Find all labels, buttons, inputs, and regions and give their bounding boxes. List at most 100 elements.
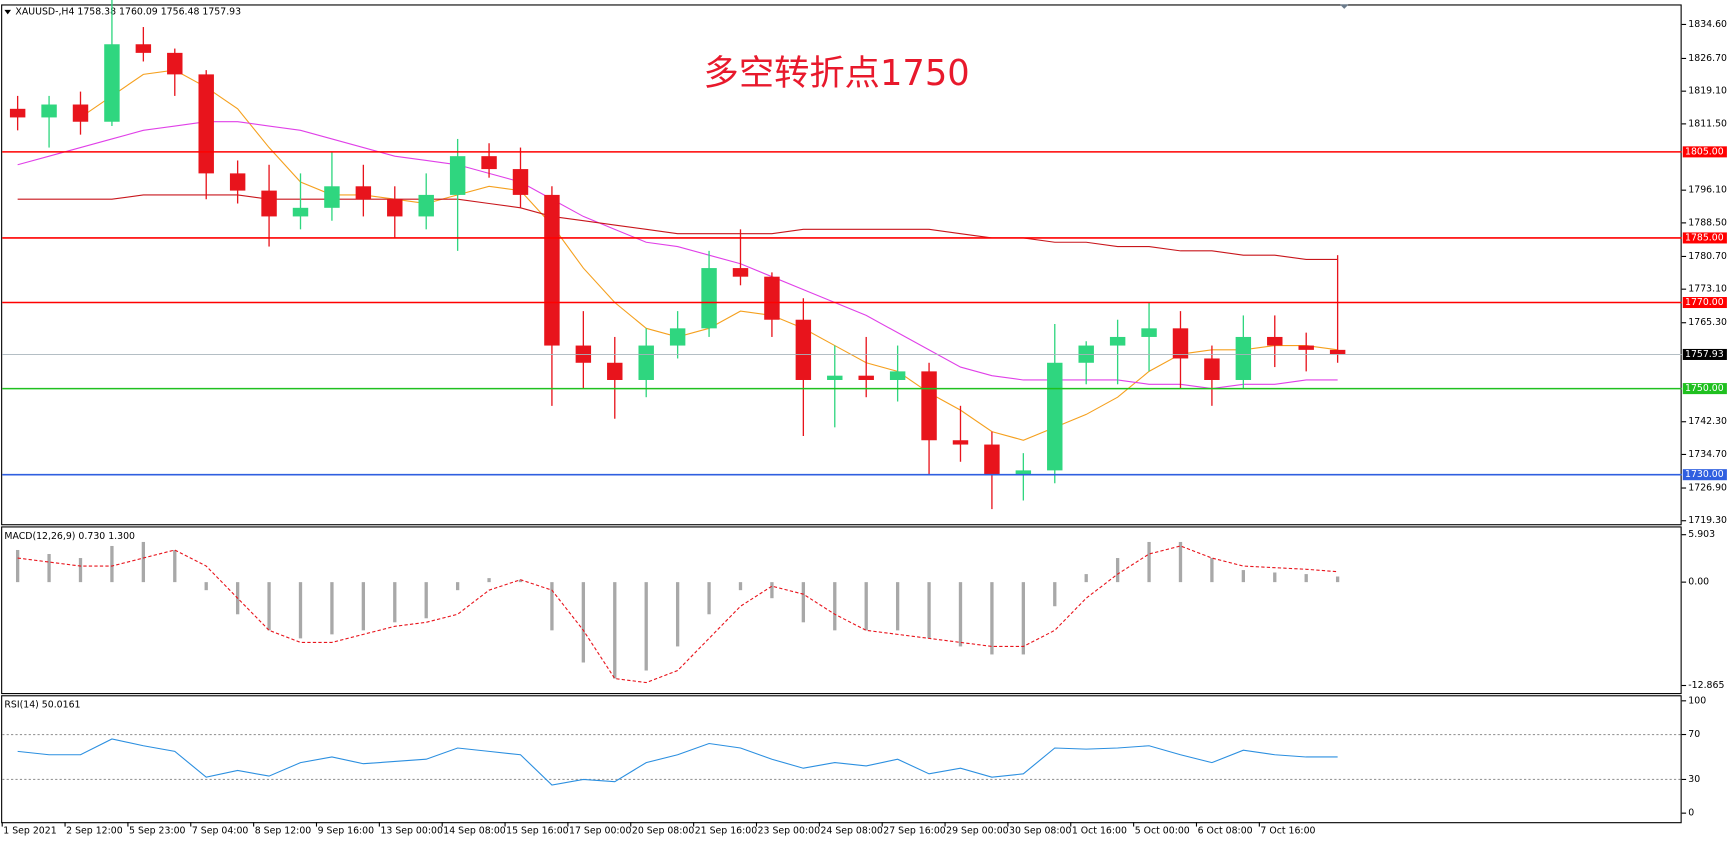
x-tick-label: 8 Sep 12:00	[255, 825, 312, 836]
candle-body	[229, 173, 246, 191]
candle-body	[9, 108, 26, 118]
macd-bar	[895, 582, 900, 631]
candle-body	[167, 52, 183, 75]
price-level-label: 1770.00	[1685, 297, 1724, 308]
price-level-label: 1730.00	[1685, 469, 1724, 480]
x-tick-label: 7 Sep 04:00	[192, 825, 249, 836]
price-level-tag	[1682, 296, 1727, 309]
macd-bar	[958, 582, 963, 647]
candle-body	[1047, 362, 1063, 471]
macd-bar	[1147, 541, 1151, 583]
candle-body	[952, 440, 969, 445]
candle-body	[984, 444, 1000, 475]
macd-bar	[613, 582, 617, 679]
macd-bar	[518, 579, 523, 583]
candle-body	[261, 190, 277, 217]
x-tick-label: 5 Oct 00:00	[1135, 825, 1190, 836]
candle-body	[732, 268, 749, 277]
candle-body	[135, 44, 152, 53]
price-level-tag	[1682, 232, 1727, 244]
y-tick-label: 1796.10	[1688, 185, 1727, 196]
candle-body	[921, 371, 937, 441]
macd-bar	[78, 558, 83, 583]
x-tick-label: 5 Sep 23:00	[129, 825, 186, 836]
y-tick-label: 100	[1688, 695, 1706, 706]
macd-bar	[141, 541, 146, 583]
candle-body	[387, 199, 403, 217]
price-panel	[1, 4, 1682, 526]
macd-bar	[1241, 570, 1245, 583]
macd-bar	[1115, 558, 1120, 583]
annotation: 多空转折点1750	[704, 53, 970, 94]
macd-bar	[1084, 574, 1088, 583]
macd-bar	[173, 549, 177, 583]
x-tick-label: 15 Sep 16:00	[506, 825, 568, 836]
x-tick-label: 9 Sep 16:00	[318, 825, 375, 836]
macd-bar	[550, 582, 554, 631]
y-tick-label: 1811.50	[1688, 118, 1727, 129]
candle-body	[324, 186, 340, 208]
price-level-tag	[1682, 146, 1727, 158]
y-tick-label: 1734.70	[1688, 449, 1727, 460]
x-tick-label: 23 Sep 00:00	[758, 825, 820, 836]
macd-bar	[15, 549, 20, 583]
menu-arrow[interactable]	[4, 9, 12, 15]
candle-body	[481, 156, 497, 170]
candle-body	[41, 104, 57, 118]
candle-body	[638, 345, 654, 380]
price-level-tag	[1682, 383, 1727, 395]
price-level-tag	[1682, 348, 1727, 360]
candle-body	[418, 194, 434, 217]
y-tick-label: 1819.10	[1688, 86, 1727, 97]
y-tick-label: 1773.10	[1688, 284, 1727, 295]
macd-bar	[927, 582, 931, 639]
x-tick-label: 1 Oct 16:00	[1072, 825, 1127, 836]
candle-body	[512, 169, 529, 195]
candle-body	[889, 371, 906, 380]
x-tick-label: 24 Sep 08:00	[820, 825, 882, 836]
x-tick-label: 21 Sep 16:00	[695, 825, 757, 836]
y-tick-label: 5.903	[1688, 529, 1715, 540]
candle-body	[607, 362, 623, 380]
candle-body	[764, 276, 780, 320]
macd-bar	[487, 578, 491, 583]
candle-body	[701, 268, 717, 329]
macd-bar	[47, 554, 51, 583]
x-tick-label: 20 Sep 08:00	[632, 825, 694, 836]
candle-body	[1204, 358, 1220, 380]
y-tick-label: 0.00	[1688, 577, 1709, 588]
macd-bar	[1178, 541, 1183, 583]
price-level-label: 1805.00	[1685, 146, 1724, 157]
rsi-title: RSI(14) 50.0161	[4, 700, 80, 711]
y-tick-label: 1834.60	[1688, 19, 1727, 30]
y-tick-label: 1826.70	[1688, 53, 1727, 64]
y-tick-label: 1765.30	[1688, 317, 1727, 328]
macd-bar	[1273, 572, 1277, 583]
macd-bar	[1210, 558, 1214, 583]
x-tick-label: 6 Oct 08:00	[1198, 825, 1253, 836]
y-tick-label: 1719.30	[1688, 515, 1727, 526]
candle-body	[1141, 328, 1157, 337]
rsi-panel	[1, 695, 1682, 824]
macd-bar	[644, 582, 648, 671]
macd-bar	[581, 582, 586, 663]
macd-bar	[361, 582, 366, 631]
x-tick-label: 2 Sep 12:00	[66, 825, 123, 836]
candle-body	[1267, 336, 1283, 346]
candle-body	[292, 207, 309, 217]
x-tick-label: 29 Sep 00:00	[946, 825, 1008, 836]
macd-bar	[707, 582, 711, 615]
macd-bar	[1335, 576, 1340, 583]
y-tick-label: 1742.30	[1688, 416, 1727, 427]
macd-bar	[990, 582, 994, 655]
macd-signal	[17, 545, 1338, 684]
macd-panel	[1, 526, 1682, 695]
macd-title: MACD(12,26,9) 0.730 1.300	[4, 531, 135, 542]
rsi-line	[17, 738, 1338, 786]
y-tick-label: 1788.50	[1688, 217, 1727, 228]
candle-body	[449, 156, 466, 195]
candle-body	[1109, 336, 1126, 346]
